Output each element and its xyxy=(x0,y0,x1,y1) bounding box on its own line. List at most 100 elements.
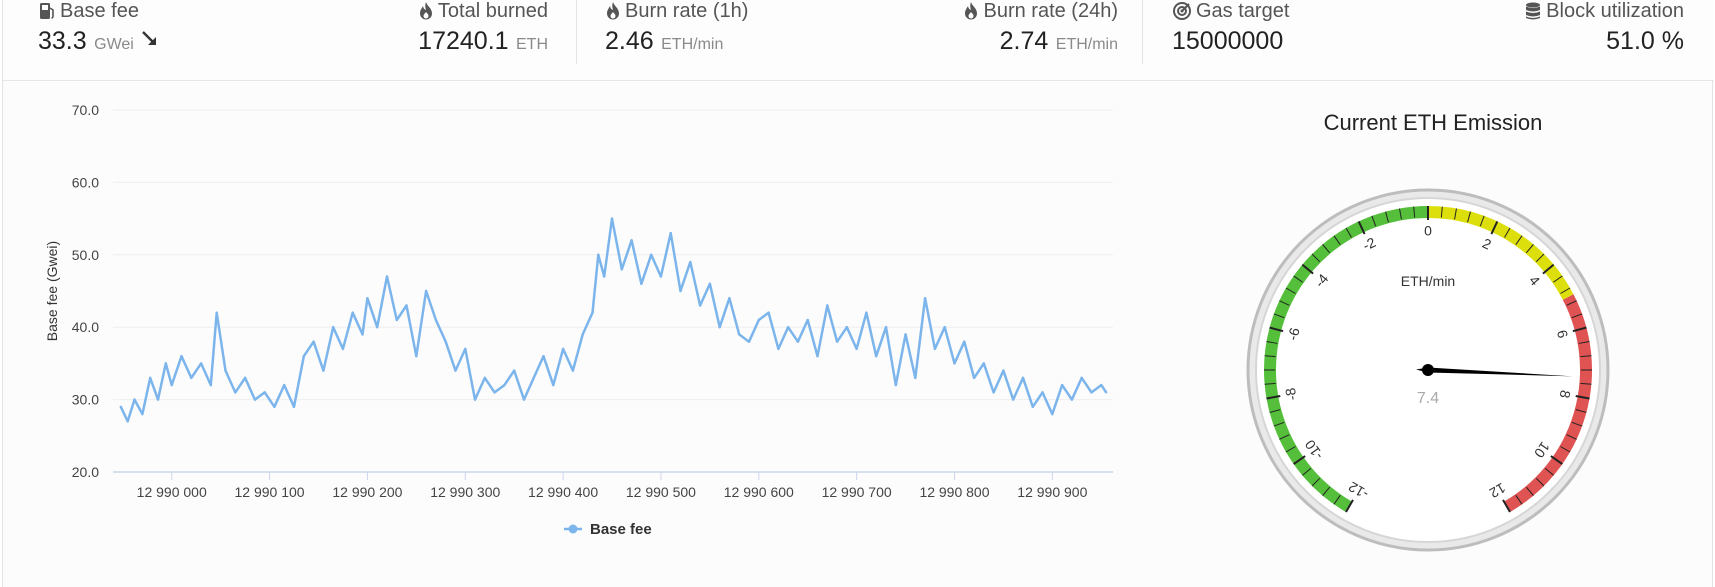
data-point xyxy=(522,398,526,401)
data-point xyxy=(552,383,555,387)
data-point xyxy=(1031,405,1034,409)
stat-divider xyxy=(576,0,577,64)
data-point xyxy=(610,217,614,220)
gauge-unit-label: ETH/min xyxy=(1401,273,1455,289)
data-point xyxy=(215,311,218,314)
data-point xyxy=(816,354,819,358)
data-point xyxy=(757,318,760,322)
data-point xyxy=(1041,391,1044,394)
gauge-minor-tick xyxy=(1293,275,1303,283)
data-point xyxy=(689,260,692,264)
stat-title: Gas target xyxy=(1196,0,1290,22)
data-point xyxy=(738,333,741,336)
gauge-minor-tick xyxy=(1560,446,1571,453)
gauge-minor-tick xyxy=(1467,211,1471,223)
data-point xyxy=(141,412,144,416)
data-point xyxy=(361,333,364,336)
x-tick-label: 12 990 100 xyxy=(235,484,305,500)
data-point xyxy=(963,340,966,343)
stat-value: 33.3 xyxy=(38,27,87,55)
data-point xyxy=(597,253,600,256)
data-point xyxy=(405,304,408,307)
data-point xyxy=(292,405,296,409)
stat-burn-rate-1h: Burn rate (1h) 2.46 ETH/min xyxy=(605,0,748,61)
x-tick-label: 12 990 800 xyxy=(919,484,989,500)
gauge-major-tick xyxy=(1266,395,1281,400)
gauge-minor-tick xyxy=(1454,208,1457,220)
gauge-major-tick xyxy=(1301,263,1314,275)
gauge-major-tick xyxy=(1293,455,1306,465)
data-point xyxy=(796,340,800,343)
data-point xyxy=(718,326,721,329)
x-tick-label: 12 990 300 xyxy=(430,484,500,500)
data-point xyxy=(982,362,986,365)
data-point xyxy=(1021,376,1025,380)
data-point xyxy=(1051,412,1054,416)
stat-group-gas: Gas target 15000000 Bl xyxy=(1143,0,1714,66)
data-point xyxy=(884,326,888,329)
y-tick-label: 40.0 xyxy=(72,319,99,335)
stat-base-fee: Base fee 33.3 GWei xyxy=(38,0,160,61)
data-point xyxy=(424,289,428,293)
stat-total-burned: Total burned 17240.1 ETH xyxy=(418,0,548,61)
data-point xyxy=(395,318,398,322)
y-tick-label: 20.0 xyxy=(72,464,99,480)
gauge-minor-tick xyxy=(1515,235,1523,245)
x-tick-label: 12 990 600 xyxy=(724,484,794,500)
stat-title: Total burned xyxy=(437,0,548,22)
data-point xyxy=(679,289,682,293)
gauge-minor-tick xyxy=(1311,253,1321,263)
data-point xyxy=(561,347,565,351)
data-point xyxy=(119,405,123,409)
data-point xyxy=(786,326,790,329)
data-point xyxy=(591,311,594,314)
data-point xyxy=(302,354,306,358)
stat-title: Burn rate (24h) xyxy=(983,0,1118,22)
data-point xyxy=(385,275,389,278)
data-point xyxy=(473,398,477,401)
gauge-major-tick xyxy=(1575,395,1590,400)
stat-group-burn-rate: Burn rate (1h) 2.46 ETH/min Burn rate (2… xyxy=(577,0,1142,66)
data-point xyxy=(224,369,227,372)
gauge-minor-tick xyxy=(1575,409,1587,413)
data-point xyxy=(943,326,946,329)
gauge-scale-label: 0 xyxy=(1424,223,1432,239)
stat-title: Block utilization xyxy=(1546,0,1684,22)
data-point xyxy=(972,376,976,380)
gauge-minor-tick xyxy=(1333,235,1341,245)
gauge-major-tick xyxy=(1572,326,1587,333)
stat-title: Burn rate (1h) xyxy=(625,0,749,22)
gauge-minor-tick xyxy=(1264,355,1276,358)
data-point xyxy=(415,354,418,358)
data-point xyxy=(620,268,624,271)
gauge-minor-tick xyxy=(1571,421,1583,427)
data-point xyxy=(263,391,266,394)
data-point xyxy=(190,376,193,380)
flame-icon xyxy=(418,1,434,21)
data-point xyxy=(234,391,237,394)
gauge-minor-tick xyxy=(1385,211,1389,223)
data-point xyxy=(483,376,487,380)
y-axis-title: Base fee (Gwei) xyxy=(44,241,60,341)
data-point xyxy=(669,231,672,235)
gauge-minor-tick xyxy=(1273,313,1285,319)
y-tick-label: 70.0 xyxy=(72,102,99,118)
data-point xyxy=(375,326,379,329)
gauge-ticks xyxy=(1264,206,1592,513)
gauge-minor-tick xyxy=(1322,244,1331,254)
gauge-minor-tick xyxy=(1413,206,1416,218)
gauge-minor-tick xyxy=(1578,341,1590,344)
database-icon xyxy=(1524,1,1542,21)
data-point xyxy=(767,311,770,314)
stat-value: 17240.1 xyxy=(418,27,509,55)
stat-value: 2.46 xyxy=(605,27,654,55)
gauge-minor-tick xyxy=(1285,446,1296,453)
legend-item-base-fee: Base fee xyxy=(590,521,652,538)
stat-value: 51.0 % xyxy=(1606,27,1684,55)
data-point xyxy=(273,405,276,409)
data-point xyxy=(835,340,839,343)
data-point xyxy=(512,369,516,372)
gauge-minor-tick xyxy=(1302,467,1312,476)
legend-marker-icon xyxy=(568,524,578,534)
data-point xyxy=(865,311,868,314)
